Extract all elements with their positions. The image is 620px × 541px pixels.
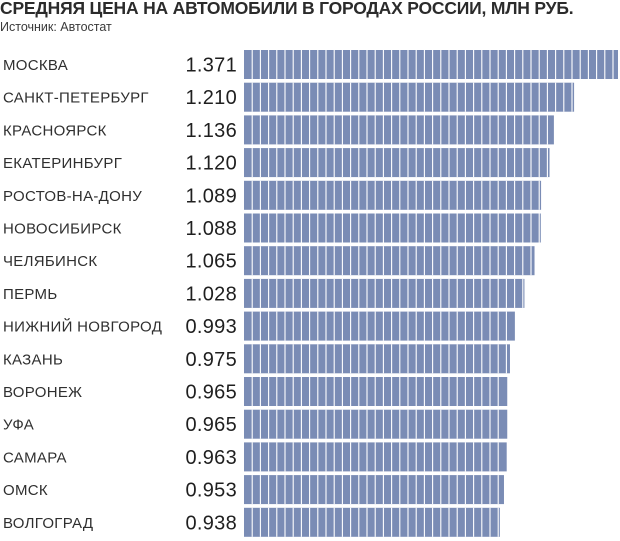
bar-segments	[251, 377, 499, 406]
bar	[244, 278, 525, 308]
bar-segments	[251, 50, 614, 79]
value-label: 1.089	[185, 185, 237, 207]
value-label: 0.975	[185, 349, 237, 371]
category-label: КРАСНОЯРСК	[3, 122, 107, 139]
bar	[244, 82, 575, 112]
category-label: РОСТОВ-НА-ДОНУ	[3, 188, 142, 205]
bar-row: САМАРА 0.963	[3, 442, 507, 472]
bar-segments	[251, 475, 499, 505]
bar-row: КРАСНОЯРСК 1.136	[3, 115, 554, 145]
value-label: 0.963	[185, 447, 237, 469]
bar-segments	[251, 344, 507, 374]
bar-row: МОСКВА 1.371	[3, 50, 618, 79]
value-label: 1.065	[185, 251, 237, 273]
bar-row: САНКТ-ПЕТЕРБУРГ 1.210	[3, 82, 575, 112]
category-label: ОМСК	[3, 482, 48, 499]
bar	[244, 50, 618, 79]
bar-row: НОВОСИБИРСК 1.088	[3, 213, 541, 243]
bar	[244, 180, 542, 210]
value-label: 0.965	[185, 382, 237, 404]
bar-segments	[251, 278, 524, 308]
bar-segments	[251, 213, 540, 243]
category-label: НОВОСИБИРСК	[3, 221, 122, 238]
bar-segments	[251, 180, 540, 210]
value-label: 0.938	[185, 512, 237, 534]
bar	[244, 115, 554, 145]
bar-row: КАЗАНЬ 0.975	[3, 344, 510, 374]
value-label: 1.210	[185, 87, 237, 109]
bar	[244, 344, 510, 374]
bar	[244, 475, 504, 505]
bar-segments	[251, 311, 507, 341]
bar-row: ОМСК 0.953	[3, 475, 504, 505]
bar	[244, 507, 500, 537]
bar-row: ВОРОНЕЖ 0.965	[3, 377, 508, 406]
value-label: 0.965	[185, 414, 237, 436]
category-label: ЕКАТЕРИНБУРГ	[3, 155, 122, 172]
category-label: ПЕРМЬ	[3, 286, 57, 303]
bar-segments	[251, 507, 499, 537]
bar-row: РОСТОВ-НА-ДОНУ 1.089	[3, 180, 542, 210]
bar-row: ЧЕЛЯБИНСК 1.065	[3, 246, 535, 276]
bar-row: НИЖНИЙ НОВГОРОД 0.993	[3, 311, 515, 341]
bar	[244, 148, 550, 178]
bar-row: УФА 0.965	[3, 409, 508, 439]
category-label: НИЖНИЙ НОВГОРОД	[3, 318, 162, 336]
chart-title: СРЕДНЯЯ ЦЕНА НА АВТОМОБИЛИ В ГОРОДАХ РОС…	[0, 0, 574, 18]
bar-segments	[251, 409, 499, 439]
bar	[244, 246, 535, 276]
bar-segments	[251, 82, 573, 112]
category-label: САНКТ-ПЕТЕРБУРГ	[3, 90, 149, 107]
category-label: ЧЕЛЯБИНСК	[3, 253, 97, 270]
bar-segments	[251, 442, 499, 472]
chart-source: Источник: Автостат	[0, 20, 112, 34]
bar-row: ВОЛГОГРАД 0.938	[3, 507, 500, 537]
value-label: 0.953	[185, 480, 237, 502]
value-label: 1.088	[185, 218, 237, 240]
bar-segments	[251, 246, 532, 276]
value-label: 1.028	[185, 283, 237, 305]
value-label: 1.136	[185, 120, 237, 142]
category-label: УФА	[3, 417, 34, 434]
category-label: МОСКВА	[3, 57, 68, 74]
bar-segments	[251, 115, 548, 145]
value-label: 0.993	[185, 316, 237, 338]
bar-segments	[251, 148, 548, 178]
value-label: 1.371	[185, 55, 237, 77]
bar-row: ЕКАТЕРИНБУРГ 1.120	[3, 148, 550, 178]
category-label: КАЗАНЬ	[3, 351, 63, 368]
bar	[244, 213, 541, 243]
bar-row: ПЕРМЬ 1.028	[3, 278, 525, 308]
category-label: ВОРОНЕЖ	[3, 384, 82, 401]
category-label: ВОЛГОГРАД	[3, 515, 93, 532]
category-label: САМАРА	[3, 449, 67, 466]
value-label: 1.120	[185, 153, 237, 175]
bar	[244, 311, 515, 341]
